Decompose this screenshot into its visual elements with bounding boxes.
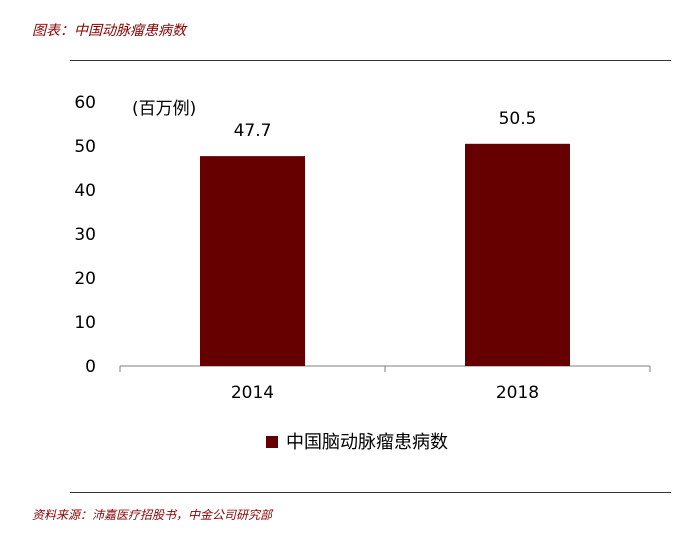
legend-swatch	[266, 436, 278, 448]
bar-2018	[465, 143, 570, 366]
unit-label: (百万例)	[132, 99, 196, 119]
legend-label: 中国脑动脉瘤患病数	[286, 432, 448, 453]
y-tick-label: 40	[74, 181, 96, 201]
source-note: 资料来源：沛嘉医疗招股书，中金公司研究部	[32, 508, 273, 522]
top-rule	[70, 60, 671, 61]
bar-2014	[200, 156, 305, 366]
y-tick-label: 30	[74, 225, 96, 245]
x-tick-label: 2018	[496, 383, 539, 403]
data-label: 50.5	[499, 109, 537, 129]
y-tick-label: 0	[85, 357, 96, 377]
y-tick-label: 20	[74, 269, 96, 289]
data-label: 47.7	[234, 121, 272, 141]
x-tick-label: 2014	[231, 383, 274, 403]
bottom-rule	[70, 492, 671, 493]
y-tick-label: 60	[74, 93, 96, 113]
y-tick-label: 10	[74, 313, 96, 333]
y-tick-label: 50	[74, 137, 96, 157]
figure-title: 图表：中国动脉瘤患病数	[32, 23, 186, 39]
